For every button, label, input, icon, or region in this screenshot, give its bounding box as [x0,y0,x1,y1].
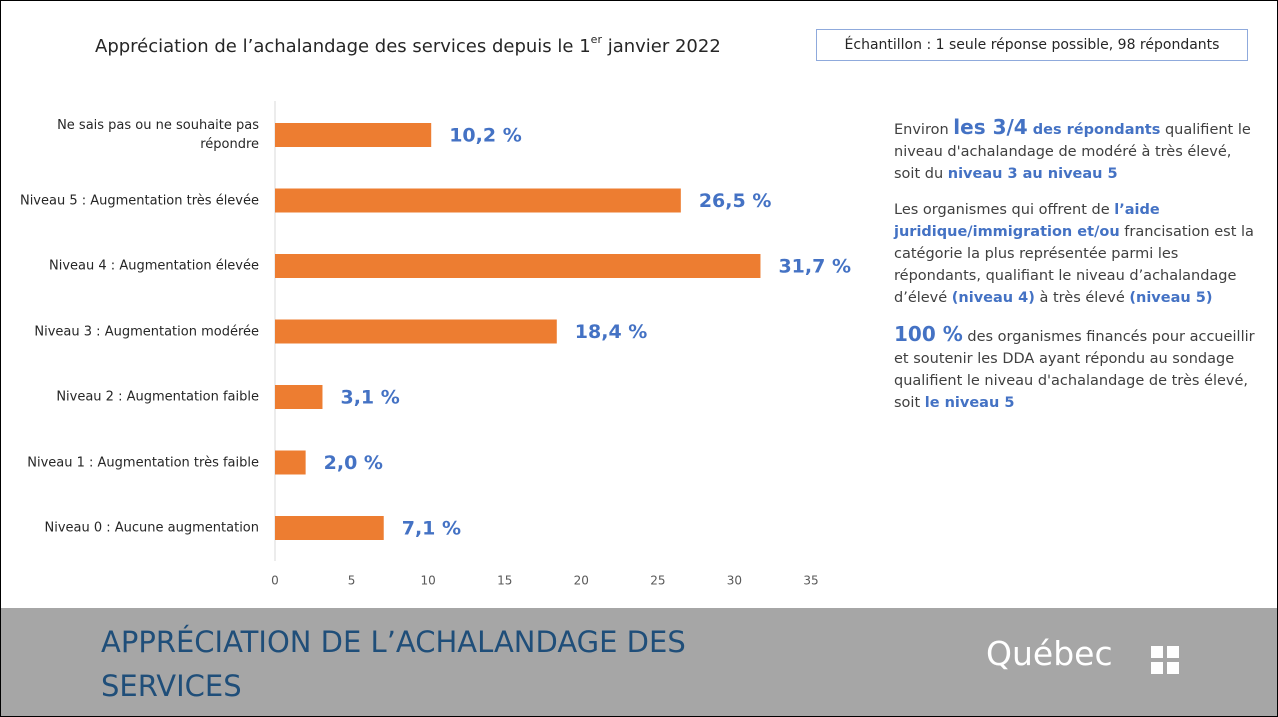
bar [275,450,306,475]
y-tick-label: Niveau 3 : Augmentation modérée [34,324,259,339]
bar [275,188,681,213]
note-text: des répondants [1027,122,1161,138]
note-text: Environ [894,122,954,138]
data-label: 10,2 % [449,125,522,147]
logo-flag [1167,646,1179,658]
logo-flag [1151,662,1163,674]
x-tick-label: 30 [727,574,742,588]
title-superscript: er [591,33,603,46]
data-label: 3,1 % [340,387,399,409]
y-tick-label: Niveau 4 : Augmentation élevée [49,258,259,274]
note-text: des organismes financés pour accueillir … [894,329,1255,411]
data-label: 31,7 % [778,256,851,278]
y-tick-label: Niveau 2 : Augmentation faible [56,389,259,405]
note-text: à très élevé [1034,290,1130,306]
chart: Appréciation de l’achalandage des servic… [95,33,851,588]
y-tick-label: Niveau 1 : Augmentation très faible [27,455,259,470]
note-text: francisation est la catégorie la plus re… [894,224,1254,306]
data-label: 2,0 % [324,452,383,474]
sample-note: Échantillon : 1 seule réponse possible, … [816,29,1248,61]
note-paragraph: 100 % des organismes financés pour accue… [894,323,1259,414]
data-label: 26,5 % [699,190,772,212]
y-tick-label: Ne sais pas ou ne souhaite pas répondre [57,118,259,152]
chart-title: Appréciation de l’achalandage des servic… [95,33,721,57]
bar [275,123,432,147]
note-text: le niveau 5 [924,395,1015,411]
x-tick-label: 35 [803,574,818,588]
x-tick-label: 15 [497,574,512,588]
note-text: les 3/4 [953,115,1028,139]
note-text: l’aide juridique/immigration et/ou [894,202,1160,240]
note-text: qualifient le niveau d'achalandage de mo… [894,122,1251,182]
x-tick-label: 5 [348,574,356,588]
note-paragraph: Les organismes qui offrent de l’aide jur… [894,199,1259,309]
x-tick-label: 20 [574,574,589,588]
data-label: 18,4 % [575,321,648,343]
note-text: (niveau 5) [1129,290,1213,306]
logo-flag [1167,662,1179,674]
note-text: (niveau 4) [951,290,1035,306]
title-text: Appréciation de l’achalandage des servic… [95,36,591,57]
x-tick-label: 10 [421,574,436,588]
title-text: janvier 2022 [602,36,721,57]
footer: APPRÉCIATION DE L’ACHALANDAGE DES SERVIC… [1,608,1277,716]
note-text: Les organismes qui offrent de [894,202,1115,218]
bar [275,254,761,278]
footer-title: APPRÉCIATION DE L’ACHALANDAGE DES SERVIC… [101,625,686,703]
note-paragraph: Environ les 3/4 des répondants qualifien… [894,116,1259,185]
bar [275,516,384,540]
side-notes: Environ les 3/4 des répondants qualifien… [894,116,1259,428]
bar [275,385,323,409]
x-tick-label: 25 [650,574,665,588]
logo-flag [1151,646,1163,658]
bar [275,319,557,344]
data-label: 7,1 % [402,518,461,540]
logo: Québec [986,634,1113,673]
y-tick-label: Niveau 0 : Aucune augmentation [44,520,260,536]
note-text: 100 % [894,322,963,346]
x-tick-label: 0 [271,574,279,588]
y-tick-label: Niveau 5 : Augmentation très élevée [19,193,259,208]
note-text: niveau 3 au niveau 5 [947,166,1118,182]
